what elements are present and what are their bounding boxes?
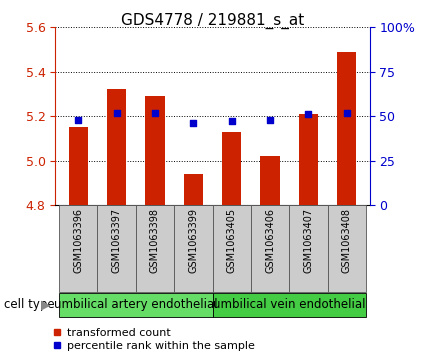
Bar <box>59 293 212 317</box>
Bar <box>59 205 97 292</box>
Point <box>190 121 197 126</box>
Bar <box>145 96 164 205</box>
Bar <box>184 174 203 205</box>
Point <box>152 110 159 115</box>
Text: GSM1063396: GSM1063396 <box>73 208 83 273</box>
Bar <box>299 114 318 205</box>
Bar <box>251 205 289 292</box>
Text: GSM1063397: GSM1063397 <box>112 208 122 273</box>
Bar <box>136 205 174 292</box>
Text: GSM1063407: GSM1063407 <box>303 208 313 273</box>
Text: umbilical vein endothelial: umbilical vein endothelial <box>213 298 366 311</box>
Point <box>75 117 82 123</box>
Bar <box>212 205 251 292</box>
Bar <box>97 205 136 292</box>
Text: GSM1063408: GSM1063408 <box>342 208 352 273</box>
Text: ▶: ▶ <box>41 298 51 311</box>
Point <box>113 110 120 115</box>
Text: GSM1063399: GSM1063399 <box>188 208 198 273</box>
Bar <box>337 52 356 205</box>
Text: GSM1063406: GSM1063406 <box>265 208 275 273</box>
Text: umbilical artery endothelial: umbilical artery endothelial <box>54 298 218 311</box>
Bar <box>289 205 328 292</box>
Point <box>266 117 273 123</box>
Bar <box>174 205 212 292</box>
Text: GSM1063398: GSM1063398 <box>150 208 160 273</box>
Bar <box>212 293 366 317</box>
Text: cell type: cell type <box>4 298 55 311</box>
Bar <box>69 127 88 205</box>
Text: GSM1063405: GSM1063405 <box>227 208 237 273</box>
Bar <box>328 205 366 292</box>
Point <box>228 119 235 125</box>
Legend: transformed count, percentile rank within the sample: transformed count, percentile rank withi… <box>48 323 259 356</box>
Bar <box>107 89 126 205</box>
Bar <box>261 156 280 205</box>
Point <box>305 111 312 117</box>
Text: GDS4778 / 219881_s_at: GDS4778 / 219881_s_at <box>121 13 304 29</box>
Point <box>343 110 350 115</box>
Bar <box>222 132 241 205</box>
